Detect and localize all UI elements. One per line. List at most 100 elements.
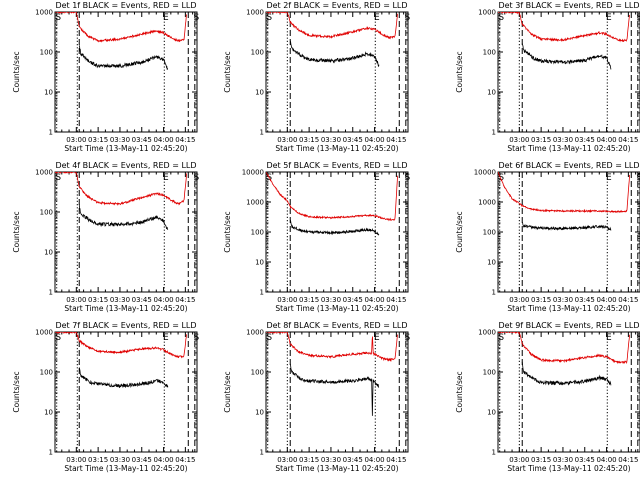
- time-marker-label: S: [636, 173, 640, 183]
- x-axis-title: Start Time (13-May-11 02:45:20): [64, 464, 187, 473]
- plot-frame: [265, 11, 409, 133]
- events-series-line: [289, 40, 380, 67]
- x-tick-label: 04:00: [153, 296, 173, 304]
- events-series-line: [521, 43, 612, 70]
- panel-det-3: Det 3f BLACK = Events, RED = LLD 1 10 100 10…: [455, 1, 640, 153]
- y-tick-label: 1000: [246, 329, 264, 337]
- y-tick-label: 10: [255, 409, 264, 417]
- x-axis-title: Start Time (13-May-11 02:45:20): [275, 144, 398, 153]
- time-marker-label: E: [606, 173, 612, 183]
- x-tick-label: 03:30: [321, 296, 341, 304]
- x-axis-title: Start Time (13-May-11 02:45:20): [64, 304, 187, 313]
- y-tick-label: 10: [487, 259, 496, 267]
- y-axis-title: Counts/sec: [12, 211, 21, 252]
- x-tick-label: 04:15: [175, 296, 195, 304]
- plot-frame: [265, 331, 409, 453]
- lld-series-line: [266, 172, 398, 222]
- x-tick-label: 04:00: [153, 136, 173, 144]
- x-tick-label: 04:15: [618, 296, 638, 304]
- panel-title: Det 7f BLACK = Events, RED = LLD: [55, 321, 196, 330]
- lld-series-line: [498, 12, 630, 43]
- lld-series-line: [498, 332, 630, 365]
- y-tick-label: 1000: [35, 329, 53, 337]
- x-tick-label: 03:30: [110, 136, 130, 144]
- series-group: [55, 172, 187, 230]
- y-tick-label: 10: [255, 89, 264, 97]
- panel-det-5: Det 5f BLACK = Events, RED = LLD 1 10 100 10…: [223, 161, 410, 313]
- plot-frame: [54, 11, 198, 133]
- y-tick-label: 100: [251, 49, 264, 57]
- y-tick-label: 1: [492, 129, 496, 137]
- y-tick-label: 1: [49, 449, 53, 457]
- x-tick-label: 03:00: [277, 136, 297, 144]
- time-marker-label: E: [163, 333, 169, 343]
- panel-title: Det 1f BLACK = Events, RED = LLD: [55, 1, 196, 10]
- y-axis-title: Counts/sec: [455, 211, 464, 252]
- time-marker-label: S: [55, 13, 61, 23]
- y-tick-label: 100: [251, 229, 264, 237]
- x-tick-label: 04:00: [596, 296, 616, 304]
- plot-frame: [497, 331, 640, 453]
- y-tick-label: 100: [483, 49, 496, 57]
- x-tick-label: 03:00: [277, 456, 297, 464]
- time-marker-label: S: [193, 173, 199, 183]
- series-group: [498, 332, 630, 386]
- y-axis-title: Counts/sec: [455, 371, 464, 412]
- x-axis-title: Start Time (13-May-11 02:45:20): [507, 464, 630, 473]
- x-tick-label: 04:00: [596, 456, 616, 464]
- plot-frame: [497, 11, 640, 133]
- x-tick-label: 03:45: [132, 296, 152, 304]
- panel-det-2: Det 2f BLACK = Events, RED = LLD 1 10 100 10…: [223, 1, 410, 153]
- x-tick-label: 03:15: [531, 136, 551, 144]
- events-series-line: [78, 45, 169, 70]
- y-tick-label: 10: [44, 249, 53, 257]
- y-tick-label: 100: [40, 209, 53, 217]
- series-group: [55, 332, 187, 389]
- x-tick-label: 04:15: [175, 136, 195, 144]
- x-tick-label: 03:30: [321, 136, 341, 144]
- plot-frame: [497, 171, 640, 293]
- y-tick-label: 10000: [474, 169, 496, 177]
- panel-title: Det 2f BLACK = Events, RED = LLD: [266, 1, 407, 10]
- y-tick-label: 1000: [478, 9, 496, 17]
- events-series-line: [289, 219, 380, 236]
- x-tick-label: 03:30: [553, 456, 573, 464]
- y-tick-label: 10: [44, 409, 53, 417]
- y-axis-title: Counts/sec: [12, 371, 21, 412]
- series-group: [498, 12, 630, 70]
- events-series-line: [78, 204, 169, 230]
- events-series-line: [521, 361, 612, 386]
- time-marker-label: S: [55, 333, 61, 343]
- panel-title: Det 5f BLACK = Events, RED = LLD: [266, 161, 407, 170]
- x-tick-label: 03:30: [110, 456, 130, 464]
- y-axis-title: Counts/sec: [12, 51, 21, 92]
- x-tick-label: 03:00: [66, 136, 86, 144]
- x-axis-title: Start Time (13-May-11 02:45:20): [507, 144, 630, 153]
- lld-series-line: [55, 332, 187, 359]
- y-axis-title: Counts/sec: [223, 211, 232, 252]
- x-tick-label: 03:00: [509, 296, 529, 304]
- x-tick-label: 03:15: [88, 136, 108, 144]
- y-tick-label: 10000: [242, 169, 264, 177]
- time-marker-label: S: [404, 173, 410, 183]
- plot-frame: [54, 331, 198, 453]
- x-tick-label: 03:45: [343, 456, 363, 464]
- panel-title: Det 4f BLACK = Events, RED = LLD: [55, 161, 196, 170]
- panel-title: Det 9f BLACK = Events, RED = LLD: [498, 321, 639, 330]
- lld-series-line: [266, 12, 398, 40]
- events-series-line: [78, 367, 169, 389]
- panel-title: Det 6f BLACK = Events, RED = LLD: [498, 161, 639, 170]
- series-group: [266, 332, 398, 416]
- y-axis-title: Counts/sec: [455, 51, 464, 92]
- x-tick-label: 03:15: [531, 456, 551, 464]
- lld-series-line: [55, 172, 187, 207]
- x-tick-label: 03:15: [299, 456, 319, 464]
- panel-det-6: Det 6f BLACK = Events, RED = LLD 1 10 100 10…: [455, 161, 640, 313]
- x-tick-label: 03:00: [277, 296, 297, 304]
- time-marker-label: S: [636, 13, 640, 23]
- time-marker-label: S: [498, 13, 504, 23]
- panel-det-7: Det 7f BLACK = Events, RED = LLD 1 10 100 10…: [12, 321, 199, 473]
- x-tick-label: 03:00: [66, 296, 86, 304]
- time-marker-label: S: [498, 333, 504, 343]
